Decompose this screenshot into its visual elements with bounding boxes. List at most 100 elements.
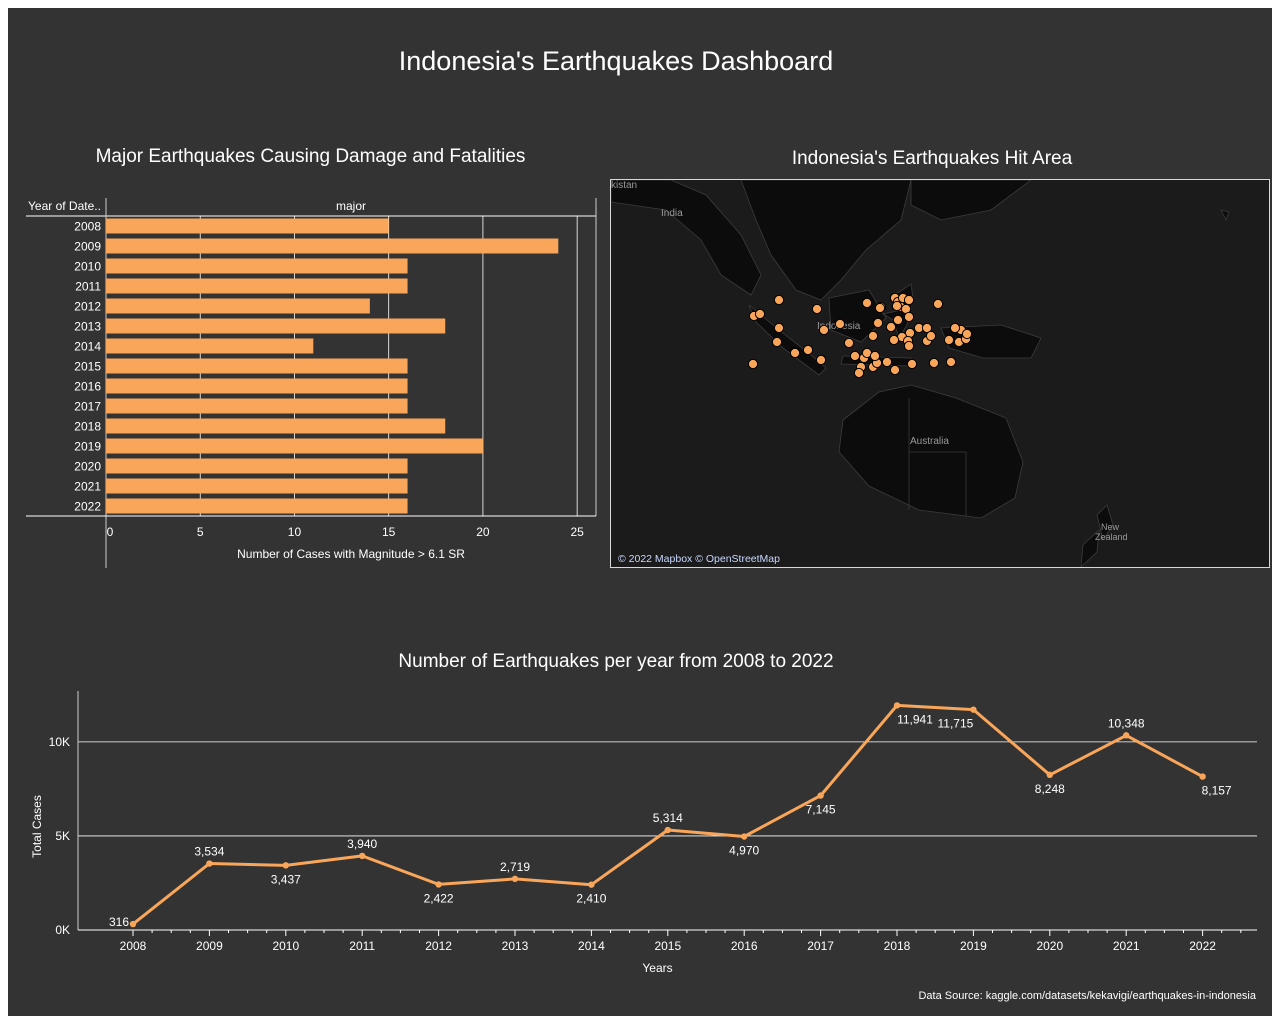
line-point: [435, 881, 442, 888]
map-marker: [903, 340, 915, 352]
line-data-label: 2,410: [576, 892, 606, 906]
map-marker: [949, 322, 961, 334]
line-point: [664, 826, 671, 834]
bar-category-label: 2009: [74, 240, 101, 254]
line-x-tick-label: 2012: [425, 939, 452, 953]
line-point: [893, 702, 901, 709]
map-title: Indonesia's Earthquakes Hit Area: [791, 148, 1073, 169]
map-label: Zealand: [1095, 532, 1128, 542]
bar: [106, 438, 483, 454]
map-marker: [773, 294, 785, 306]
bar-x-tick-label: 0: [107, 525, 114, 539]
bar-x-axis-label: Number of Cases with Magnitude > 6.1 SR: [237, 547, 465, 561]
map-label: Australia: [910, 436, 949, 447]
line-y-axis-label: Total Cases: [30, 795, 44, 858]
line-data-label: 3,437: [271, 872, 301, 886]
map-attribution: © 2022 Mapbox © OpenStreetMap: [618, 553, 780, 565]
map-label: India: [661, 208, 683, 219]
map-marker: [945, 356, 957, 368]
bar: [106, 418, 446, 434]
line-data-label: 316: [109, 915, 129, 929]
map-land-new-zealand-s: [1080, 528, 1100, 567]
map-label: kistan: [611, 180, 637, 191]
bar: [106, 238, 559, 254]
bar: [106, 338, 314, 354]
bar-chart: Year of Date.. major200820092010201120122…: [26, 198, 597, 568]
bar: [106, 378, 408, 394]
bar-x-tick-label: 15: [382, 525, 396, 539]
line-data-label: 3,534: [194, 845, 224, 859]
bar: [106, 458, 408, 474]
line-point: [741, 833, 748, 840]
line-x-tick-label: 2008: [120, 939, 147, 953]
map-marker: [811, 303, 823, 315]
data-source-note: Data Source: kaggle.com/datasets/kekavig…: [918, 990, 1256, 1002]
line-data-label: 3,940: [347, 837, 377, 851]
line-data-label: 11,941: [897, 712, 933, 726]
map-marker: [928, 357, 940, 369]
line-x-tick-label: 2021: [1113, 939, 1140, 953]
map-marker: [889, 364, 901, 376]
line-point: [817, 792, 824, 799]
map-marker: [849, 350, 861, 362]
bar-x-tick-label: 5: [197, 525, 204, 539]
map-marker: [874, 302, 886, 314]
map-marker: [773, 322, 785, 334]
bar: [106, 398, 408, 414]
bar-row-header: Year of Date..: [28, 199, 101, 213]
line-x-tick-label: 2014: [578, 939, 605, 953]
map-land-sumatra: [748, 304, 827, 376]
bar: [106, 358, 408, 374]
line-y-tick-label: 10K: [49, 735, 70, 749]
line-x-tick-label: 2011: [349, 939, 375, 953]
map-marker: [771, 336, 783, 348]
map-land-australia: [838, 384, 1024, 519]
line-point: [1199, 773, 1206, 780]
line-x-tick-label: 2022: [1189, 939, 1216, 953]
line-x-tick-label: 2019: [960, 939, 987, 953]
map-land-asia-mainland: [611, 180, 762, 296]
line-point: [1123, 732, 1130, 739]
bar-category-label: 2016: [74, 380, 101, 394]
map-marker: [961, 328, 973, 340]
map-marker: [818, 324, 830, 336]
map-marker: [903, 311, 915, 323]
bar-category-label: 2015: [74, 360, 101, 374]
map-land-china-coast: [910, 180, 1032, 221]
bar-x-tick-label: 10: [288, 525, 302, 539]
map-marker: [853, 367, 865, 379]
line-point: [511, 875, 519, 883]
map-marker: [943, 334, 955, 346]
dashboard-title: Indonesia's Earthquakes Dashboard: [398, 46, 834, 76]
bar: [106, 218, 389, 234]
line-data-label: 4,970: [729, 844, 759, 858]
map-marker: [843, 337, 855, 349]
map-land-new-zealand-n: [1096, 504, 1114, 541]
line-data-label: 8,157: [1202, 784, 1232, 798]
bar-category-label: 2012: [74, 300, 101, 314]
map-marker: [834, 318, 846, 330]
line-x-axis-label: Years: [642, 961, 672, 975]
map-land-pacific-islet: [1220, 209, 1230, 221]
map-marker: [932, 298, 944, 310]
map-marker: [747, 358, 759, 370]
bar: [106, 298, 370, 314]
bar-chart-title: Major Earthquakes Causing Damage and Fat…: [95, 146, 526, 167]
bar-category-label: 2022: [74, 500, 101, 514]
bar-x-tick-label: 20: [476, 525, 490, 539]
line-point: [129, 920, 137, 928]
map-marker: [861, 297, 873, 309]
bar-category-label: 2019: [74, 440, 101, 454]
bar: [106, 498, 408, 514]
line-point: [588, 881, 595, 888]
line-point: [970, 706, 977, 713]
line-y-tick-label: 0K: [55, 923, 70, 937]
bar: [106, 318, 446, 334]
map-marker: [921, 322, 933, 334]
bar-category-label: 2017: [74, 400, 101, 414]
bar-category-label: 2021: [74, 480, 101, 494]
map-marker: [869, 350, 881, 362]
bar-category-label: 2011: [75, 280, 101, 294]
map-marker: [925, 330, 937, 342]
map[interactable]: kistanIndiaIndonesiaAustraliaNewZealand©…: [610, 179, 1270, 568]
